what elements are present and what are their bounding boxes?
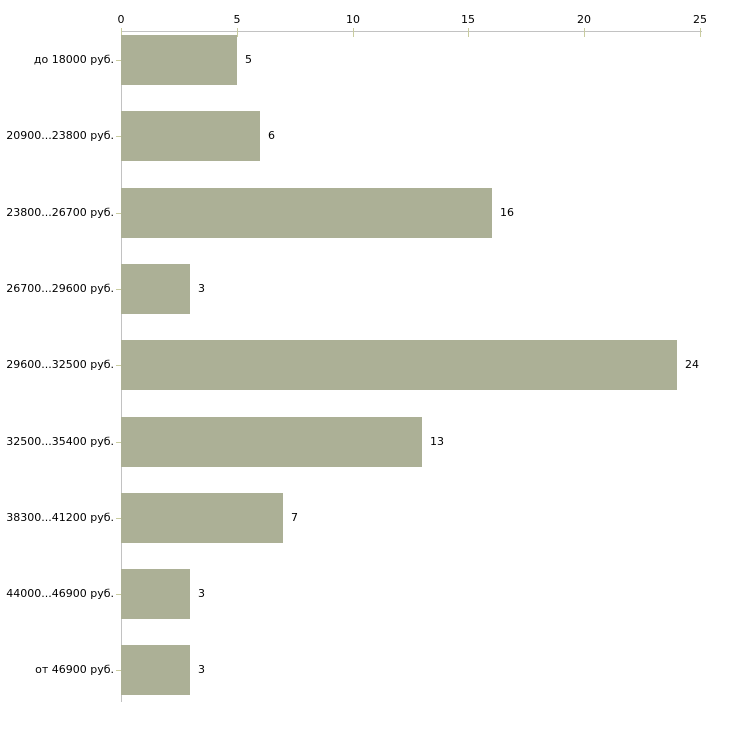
bar: [121, 417, 422, 467]
bar: [121, 111, 260, 161]
bar-value-label: 16: [500, 206, 514, 219]
bar-value-label: 6: [268, 129, 275, 142]
x-tick-mark: [353, 28, 354, 37]
category-label: 20900...23800 руб.: [6, 129, 114, 142]
category-label: 29600...32500 руб.: [6, 358, 114, 371]
bar-value-label: 3: [198, 282, 205, 295]
bar: [121, 645, 190, 695]
bar: [121, 569, 190, 619]
x-tick-mark: [584, 28, 585, 37]
category-tick-mark: [116, 518, 122, 519]
category-tick-mark: [116, 670, 122, 671]
category-tick-mark: [116, 289, 122, 290]
bar-value-label: 5: [245, 53, 252, 66]
category-label: 32500...35400 руб.: [6, 435, 114, 448]
x-tick-label: 15: [461, 13, 475, 26]
bar-value-label: 13: [430, 435, 444, 448]
bar-value-label: 7: [291, 511, 298, 524]
category-tick-mark: [116, 365, 122, 366]
x-tick-mark: [237, 28, 238, 37]
x-tick-mark: [700, 28, 701, 37]
bar: [121, 264, 190, 314]
bar: [121, 188, 492, 238]
category-tick-mark: [116, 60, 122, 61]
category-tick-mark: [116, 213, 122, 214]
category-label: 23800...26700 руб.: [6, 206, 114, 219]
x-tick-label: 25: [693, 13, 707, 26]
x-tick-mark: [468, 28, 469, 37]
x-tick-mark: [121, 28, 122, 37]
x-tick-label: 10: [346, 13, 360, 26]
bar-value-label: 24: [685, 358, 699, 371]
category-label: от 46900 руб.: [35, 663, 114, 676]
category-label: 38300...41200 руб.: [6, 511, 114, 524]
bar: [121, 35, 237, 85]
bar: [121, 493, 283, 543]
category-tick-mark: [116, 136, 122, 137]
category-label: до 18000 руб.: [33, 53, 114, 66]
bar-value-label: 3: [198, 587, 205, 600]
x-tick-label: 5: [233, 13, 241, 26]
x-tick-label: 0: [117, 13, 125, 26]
category-label: 26700...29600 руб.: [6, 282, 114, 295]
bar-value-label: 3: [198, 663, 205, 676]
category-label: 44000...46900 руб.: [6, 587, 114, 600]
x-axis-line: [121, 31, 702, 32]
category-tick-mark: [116, 594, 122, 595]
category-tick-mark: [116, 442, 122, 443]
bar: [121, 340, 677, 390]
x-tick-label: 20: [577, 13, 591, 26]
